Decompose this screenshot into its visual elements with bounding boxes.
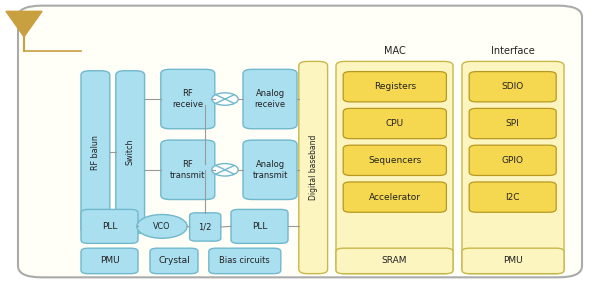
FancyBboxPatch shape [469, 108, 556, 139]
FancyBboxPatch shape [150, 248, 198, 274]
Text: SRAM: SRAM [382, 256, 407, 265]
FancyBboxPatch shape [243, 140, 297, 200]
FancyBboxPatch shape [469, 182, 556, 212]
FancyBboxPatch shape [81, 248, 138, 274]
Text: RF balun: RF balun [91, 135, 100, 170]
FancyBboxPatch shape [462, 248, 564, 274]
FancyBboxPatch shape [231, 209, 288, 243]
Text: CPU: CPU [386, 119, 404, 128]
Text: SPI: SPI [506, 119, 520, 128]
Text: RF
receive: RF receive [172, 89, 203, 109]
Text: PLL: PLL [102, 222, 117, 231]
Text: Analog
receive: Analog receive [254, 89, 286, 109]
Text: Registers: Registers [374, 82, 416, 91]
FancyBboxPatch shape [161, 69, 215, 129]
FancyBboxPatch shape [116, 71, 145, 233]
FancyBboxPatch shape [190, 213, 221, 241]
FancyBboxPatch shape [299, 61, 328, 274]
FancyBboxPatch shape [18, 6, 582, 277]
FancyBboxPatch shape [161, 140, 215, 200]
Circle shape [212, 164, 238, 176]
Circle shape [212, 93, 238, 105]
FancyBboxPatch shape [336, 248, 453, 274]
FancyBboxPatch shape [81, 209, 138, 243]
Text: Switch: Switch [126, 139, 134, 165]
Circle shape [137, 215, 187, 238]
Text: PMU: PMU [100, 256, 119, 265]
FancyBboxPatch shape [343, 182, 446, 212]
FancyBboxPatch shape [343, 108, 446, 139]
FancyBboxPatch shape [243, 69, 297, 129]
Text: MAC: MAC [383, 46, 406, 56]
FancyBboxPatch shape [469, 72, 556, 102]
Text: Sequencers: Sequencers [368, 156, 421, 165]
Polygon shape [6, 11, 42, 37]
Text: Interface: Interface [491, 46, 535, 56]
FancyBboxPatch shape [469, 145, 556, 175]
FancyBboxPatch shape [209, 248, 281, 274]
Text: 1/2: 1/2 [199, 222, 212, 231]
FancyBboxPatch shape [343, 72, 446, 102]
Text: Analog
transmit: Analog transmit [253, 160, 287, 179]
Text: Bias circuits: Bias circuits [220, 256, 270, 265]
FancyBboxPatch shape [81, 71, 110, 233]
FancyBboxPatch shape [343, 145, 446, 175]
FancyBboxPatch shape [462, 61, 564, 274]
Text: SDIO: SDIO [502, 82, 524, 91]
Text: Digital baseband: Digital baseband [309, 135, 318, 200]
Text: RF
transmit: RF transmit [170, 160, 205, 179]
Text: I2C: I2C [505, 193, 520, 201]
Text: PLL: PLL [252, 222, 267, 231]
Text: Crystal: Crystal [158, 256, 190, 265]
Text: PMU: PMU [503, 256, 523, 265]
Text: Accelerator: Accelerator [369, 193, 421, 201]
Text: VCO: VCO [153, 222, 171, 231]
Text: GPIO: GPIO [502, 156, 524, 165]
FancyBboxPatch shape [336, 61, 453, 274]
